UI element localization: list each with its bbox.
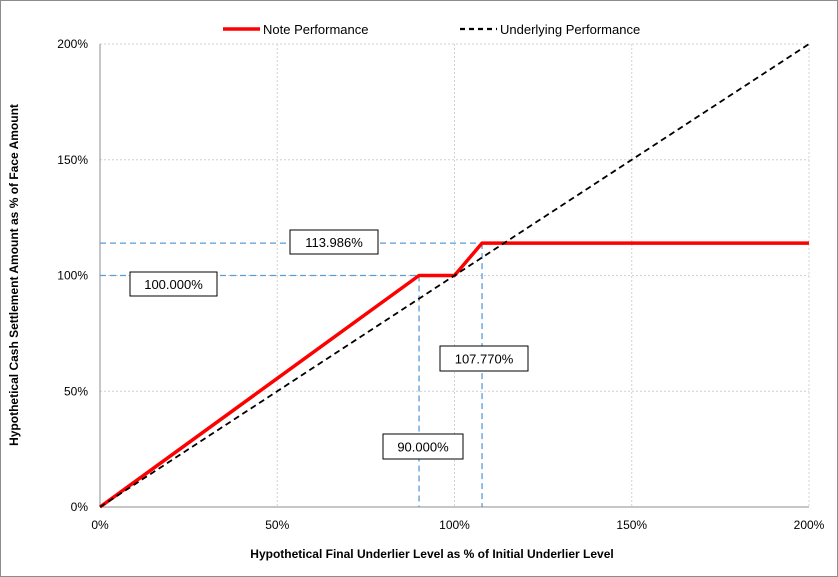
x-tick-label-1: 50%	[265, 518, 289, 532]
callouts: 113.986% 100.000% 107.770% 90.000%	[129, 229, 529, 460]
callout-label-3: 90.000%	[397, 440, 449, 455]
callout-0: 113.986%	[289, 229, 379, 255]
y-tick-label-0: 0%	[71, 500, 89, 514]
callout-label-2: 107.770%	[455, 352, 514, 367]
tick-labels: 0% 50% 100% 150% 200% 0% 50% 100% 150% 200%	[57, 37, 824, 532]
callout-box-0	[289, 229, 379, 255]
x-tick-label-3: 150%	[616, 518, 647, 532]
callout-box-1	[129, 271, 218, 297]
x-tick-label-4: 200%	[794, 518, 825, 532]
series-line-underlying-performance	[99, 43, 810, 508]
grid-layer	[100, 43, 810, 507]
legend-label-note-performance: Note Performance	[263, 22, 369, 37]
callout-label-0: 113.986%	[305, 235, 363, 250]
callout-label-1: 100.000%	[144, 277, 203, 292]
callout-box-2	[439, 345, 529, 372]
callout-1: 100.000%	[129, 271, 218, 297]
legend: Note Performance Underlying Performance	[223, 22, 640, 37]
x-axis-title: Hypothetical Final Underlier Level as % …	[250, 547, 613, 561]
x-tick-label-2: 100%	[439, 518, 470, 532]
y-tick-label-4: 200%	[57, 37, 88, 51]
callout-box-3	[382, 433, 464, 460]
y-axis-title: Hypothetical Cash Settlement Amount as %…	[7, 104, 21, 446]
x-tick-label-0: 0%	[91, 518, 109, 532]
callout-2: 107.770%	[439, 345, 529, 372]
series-layer	[98, 43, 810, 509]
y-tick-label-3: 150%	[57, 153, 88, 167]
callout-3: 90.000%	[382, 433, 464, 460]
legend-label-underlying-performance: Underlying Performance	[500, 22, 640, 37]
y-tick-label-2: 100%	[57, 269, 88, 283]
y-tick-label-1: 50%	[64, 384, 88, 398]
